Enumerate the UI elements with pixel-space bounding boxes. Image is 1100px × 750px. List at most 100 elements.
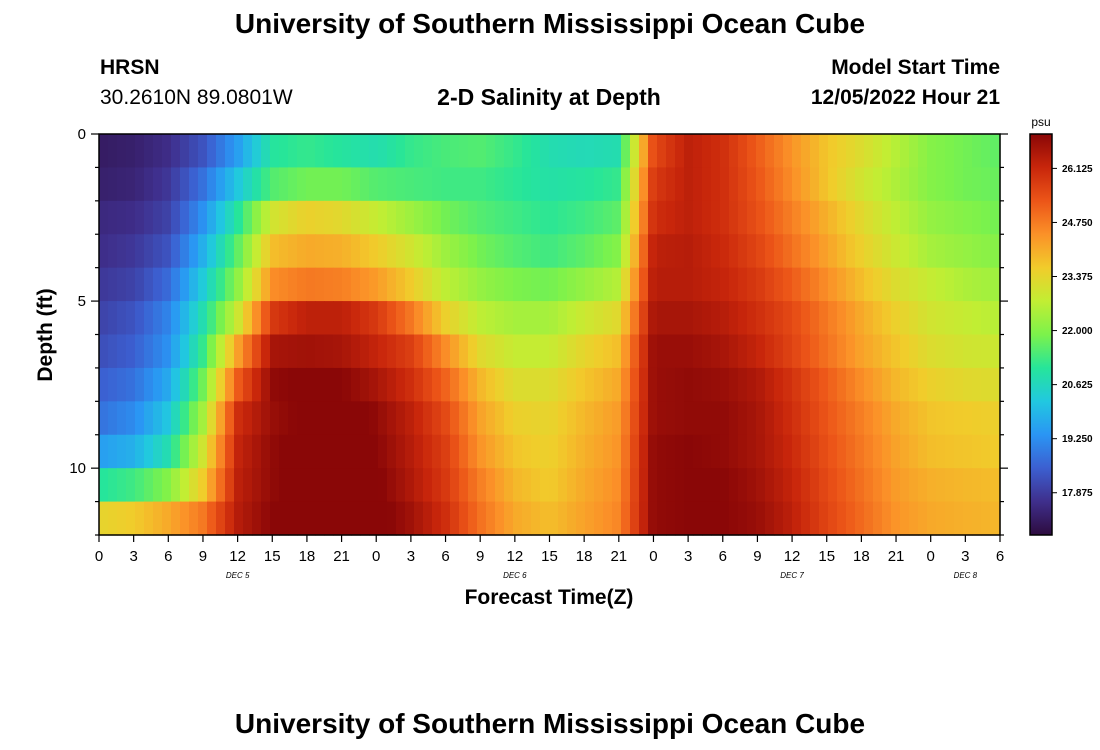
heatmap-cell [873,401,883,436]
heatmap-cell [783,367,793,402]
heatmap-cell [720,501,730,536]
heatmap-cell [720,301,730,336]
heatmap-cell [171,200,181,235]
heatmap-cell [810,167,820,202]
heatmap-cell [819,434,829,469]
heatmap-cell [486,401,496,436]
heatmap-cell [675,200,685,235]
heatmap-cell [324,401,334,436]
heatmap-cell [864,234,874,269]
heatmap-cell [198,267,208,302]
heatmap-cell [837,234,847,269]
heatmap-cell [927,434,937,469]
heatmap-cell [153,167,163,202]
heatmap-cell [342,234,352,269]
heatmap-cell [369,468,379,503]
heatmap-cell [234,401,244,436]
heatmap-cell [639,434,649,469]
x-day-label: DEC 6 [503,571,527,580]
heatmap-cell [630,468,640,503]
heatmap-cell [657,367,667,402]
heatmap-cell [864,134,874,169]
heatmap-cell [801,301,811,336]
heatmap-cell [576,234,586,269]
heatmap-cell [765,434,775,469]
heatmap-cell [180,434,190,469]
heatmap-cell [909,267,919,302]
heatmap-cell [774,468,784,503]
heatmap-cell [612,501,622,536]
heatmap-cell [144,167,154,202]
heatmap-cell [819,401,829,436]
heatmap-cell [927,468,937,503]
heatmap-cell [144,234,154,269]
heatmap-cell [522,334,532,369]
heatmap-cell [909,367,919,402]
heatmap-cell [693,267,703,302]
heatmap-cell [405,267,415,302]
heatmap-cell [243,200,253,235]
heatmap-cell [792,434,802,469]
heatmap-cell [837,200,847,235]
heatmap-cell [405,134,415,169]
heatmap-cell [954,200,964,235]
heatmap-cell [135,334,145,369]
heatmap-cell [630,401,640,436]
heatmap-cell [747,434,757,469]
heatmap-cell [207,134,217,169]
heatmap-cell [927,267,937,302]
y-tick-label: 0 [78,126,86,143]
heatmap-cell [387,468,397,503]
heatmap-cell [270,434,280,469]
heatmap-cell [486,501,496,536]
heatmap-cell [675,334,685,369]
heatmap-cell [396,200,406,235]
heatmap-cell [864,367,874,402]
heatmap-cell [450,468,460,503]
heatmap-cell [936,134,946,169]
colorbar-tick-label: 19.250 [1062,434,1093,445]
heatmap-cell [162,501,172,536]
heatmap-cell [477,367,487,402]
heatmap-cell [117,234,127,269]
heatmap-cell [873,501,883,536]
heatmap-cell [702,401,712,436]
heatmap-cell [846,234,856,269]
heatmap-cell [927,134,937,169]
heatmap-cell [567,501,577,536]
heatmap-cell [567,267,577,302]
heatmap-cell [522,468,532,503]
x-tick-label: 9 [199,548,207,565]
heatmap-cell [324,468,334,503]
heatmap-cell [765,401,775,436]
heatmap-cell [819,334,829,369]
heatmap-cell [783,468,793,503]
heatmap-cell [432,134,442,169]
heatmap-cell [288,334,298,369]
heatmap-cell [648,334,658,369]
heatmap-cell [468,434,478,469]
heatmap-cell [243,267,253,302]
heatmap-cell [414,167,424,202]
heatmap-cell [378,234,388,269]
heatmap-cell [954,134,964,169]
heatmap-cell [549,234,559,269]
heatmap-cell [225,434,235,469]
heatmap-cell [234,468,244,503]
heatmap-cell [261,367,271,402]
heatmap-cell [630,267,640,302]
heatmap-cell [711,468,721,503]
heatmap-cell [828,267,838,302]
heatmap-cell [369,367,379,402]
heatmap-cell [486,267,496,302]
heatmap-cell [378,401,388,436]
heatmap-cell [405,234,415,269]
heatmap-cell [711,367,721,402]
heatmap-cell [486,200,496,235]
heatmap-cell [972,468,982,503]
heatmap-cell [99,200,109,235]
heatmap-cell [909,301,919,336]
heatmap-cell [801,234,811,269]
heatmap-cell [945,301,955,336]
heatmap-cell [540,267,550,302]
